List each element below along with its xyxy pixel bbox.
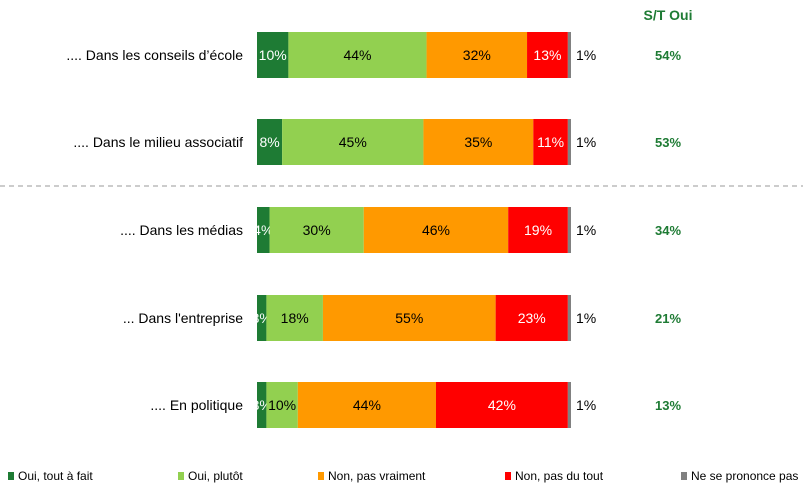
bar-segment (282, 119, 424, 165)
data-label: 11% (537, 134, 564, 150)
bar-segment (423, 119, 534, 165)
legend-label: Oui, plutôt (188, 469, 243, 483)
st-oui-value: 21% (655, 311, 681, 326)
data-label: 35% (464, 134, 492, 150)
bar-segment (567, 207, 571, 253)
data-label: 32% (463, 47, 491, 63)
bar-segment (297, 382, 436, 428)
bar-segment (567, 32, 571, 78)
bar-segment (322, 295, 496, 341)
data-label: 46% (422, 222, 450, 238)
bar-row: .... Dans le milieu associatif 8% 45% 35% 11… (73, 119, 681, 165)
category-label: .... Dans les conseils d’école (66, 47, 243, 63)
legend-item: Non, pas vraiment (318, 469, 426, 483)
data-label: 18% (281, 310, 309, 326)
legend-swatch (505, 472, 511, 480)
legend-item: Oui, plutôt (178, 469, 243, 483)
bar-segment (266, 295, 323, 341)
legend-item: Non, pas du tout (505, 469, 604, 483)
bar-segment (426, 32, 528, 78)
bar-segment (435, 382, 568, 428)
category-label: .... Dans les médias (120, 222, 243, 238)
data-label: 45% (339, 134, 367, 150)
data-label: 1% (576, 47, 596, 63)
bar-segment (533, 119, 568, 165)
bar-segment (508, 207, 568, 253)
data-label: 8% (259, 134, 279, 150)
category-label: .... Dans le milieu associatif (73, 134, 243, 150)
bar-segment (567, 295, 571, 341)
data-label: 1% (576, 222, 596, 238)
data-label: 10% (259, 47, 287, 63)
legend: Oui, tout à fait Oui, plutôt Non, pas vrai… (8, 469, 798, 483)
data-label: 44% (353, 397, 381, 413)
bar-segment (257, 295, 267, 341)
bar-row: .... En politique 3%10% 44% 42% 1% 13% (150, 382, 681, 428)
bar-segment (567, 382, 571, 428)
bar-segment (257, 382, 267, 428)
data-label: 1% (576, 134, 596, 150)
legend-label: Oui, tout à fait (18, 469, 93, 483)
bar-segment (288, 32, 427, 78)
bar-segment (257, 32, 289, 78)
data-label: 10% (268, 397, 296, 413)
data-label: 19% (524, 222, 552, 238)
data-label: 23% (518, 310, 546, 326)
bar-segment (257, 119, 283, 165)
legend-item: Oui, tout à fait (8, 469, 93, 483)
legend-swatch (8, 472, 14, 480)
data-label: 44% (343, 47, 371, 63)
category-label: .... En politique (150, 397, 243, 413)
bar-segment (363, 207, 509, 253)
bar-row: ... Dans l'entreprise 3% 18% 55% 23% 1% 21% (123, 295, 681, 341)
legend-label: Non, pas du tout (515, 469, 604, 483)
data-label: 4% (253, 222, 273, 238)
data-label: 30% (303, 222, 331, 238)
bar-segment (495, 295, 568, 341)
bar-row: .... Dans les conseils d’école 10% 44% 32% 1… (66, 32, 681, 78)
bars-layer: .... Dans les conseils d’école 10% 44% 32% 1… (0, 32, 803, 428)
bar-segment (257, 207, 270, 253)
data-label: 42% (488, 397, 516, 413)
data-label: 55% (395, 310, 423, 326)
category-label: ... Dans l'entreprise (123, 310, 243, 326)
st-oui-value: 53% (655, 135, 681, 150)
data-label: 1% (576, 397, 596, 413)
legend-swatch (318, 472, 324, 480)
legend-label: Non, pas vraiment (328, 469, 426, 483)
legend-label: Ne se prononce pas (691, 469, 798, 483)
bar-segment (567, 119, 571, 165)
legend-swatch (681, 472, 687, 480)
st-oui-value: 13% (655, 398, 681, 413)
data-label: 1% (576, 310, 596, 326)
bar-segment (527, 32, 568, 78)
st-oui-value: 54% (655, 48, 681, 63)
bar-segment (266, 382, 298, 428)
bar-segment (269, 207, 364, 253)
bar-row: .... Dans les médias 4% 30% 46% 19% 1% 34% (120, 207, 681, 253)
st-oui-header: S/T Oui (644, 7, 693, 23)
st-oui-value: 34% (655, 223, 681, 238)
data-label: 13% (533, 47, 561, 63)
legend-swatch (178, 472, 184, 480)
legend-item: Ne se prononce pas (681, 469, 798, 483)
